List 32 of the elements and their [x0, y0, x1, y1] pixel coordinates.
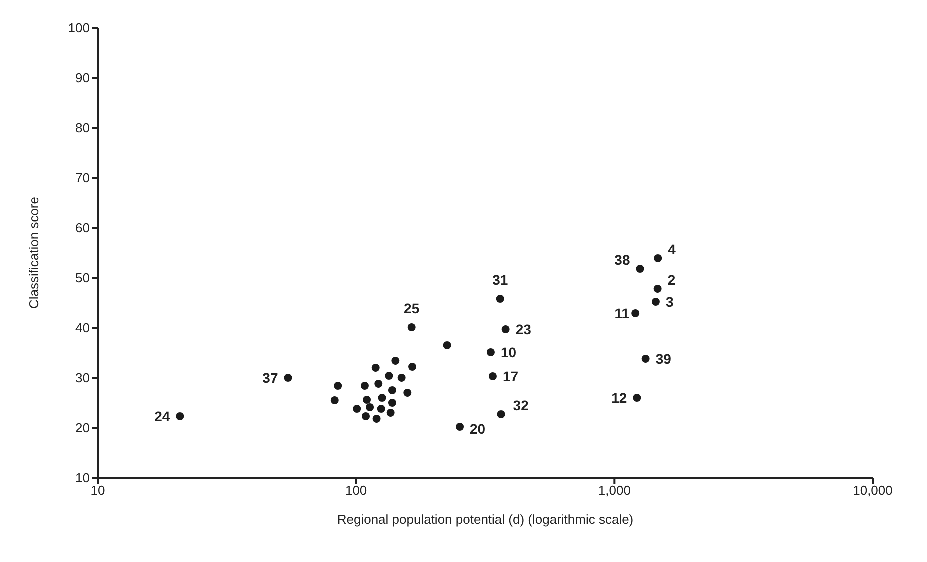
annotation: 3 — [666, 294, 674, 310]
annotation: 38 — [614, 252, 630, 268]
y-tick-label: 100 — [68, 20, 90, 36]
annotation: 24 — [154, 408, 170, 424]
y-axis-title: Classification score — [26, 197, 42, 309]
annotation: 32 — [513, 398, 530, 414]
x-tick-label: 1,000 — [598, 483, 631, 498]
annotation: 17 — [502, 368, 519, 384]
annotation: 39 — [656, 351, 672, 367]
annotation: 23 — [516, 322, 532, 338]
y-tick-label: 40 — [76, 320, 90, 336]
annotation: 4 — [668, 242, 676, 258]
y-tick-label: 50 — [76, 270, 90, 286]
y-tick-label: 20 — [76, 420, 90, 436]
y-tick-label: 80 — [76, 120, 90, 136]
annotation: 20 — [470, 421, 486, 437]
annotation: 12 — [612, 390, 628, 406]
annotation: 2 — [668, 272, 676, 288]
y-tick-label: 70 — [76, 170, 90, 186]
y-tick-label: 90 — [76, 70, 90, 86]
y-tick-label: 10 — [76, 470, 90, 486]
x-tick-label: 10,000 — [853, 483, 893, 498]
x-tick-label: 10 — [90, 483, 106, 498]
x-tick-label: 100 — [345, 483, 368, 498]
y-tick-label: 60 — [76, 220, 90, 236]
annotation: 25 — [404, 300, 420, 316]
annotation: 37 — [262, 370, 278, 386]
x-axis-title: Regional population potential (d) (logarithmic scale) — [337, 512, 634, 527]
annotation: 10 — [500, 344, 517, 360]
annotation: 31 — [492, 272, 508, 288]
annotation: 11 — [614, 306, 630, 322]
y-tick-label: 30 — [76, 370, 90, 386]
